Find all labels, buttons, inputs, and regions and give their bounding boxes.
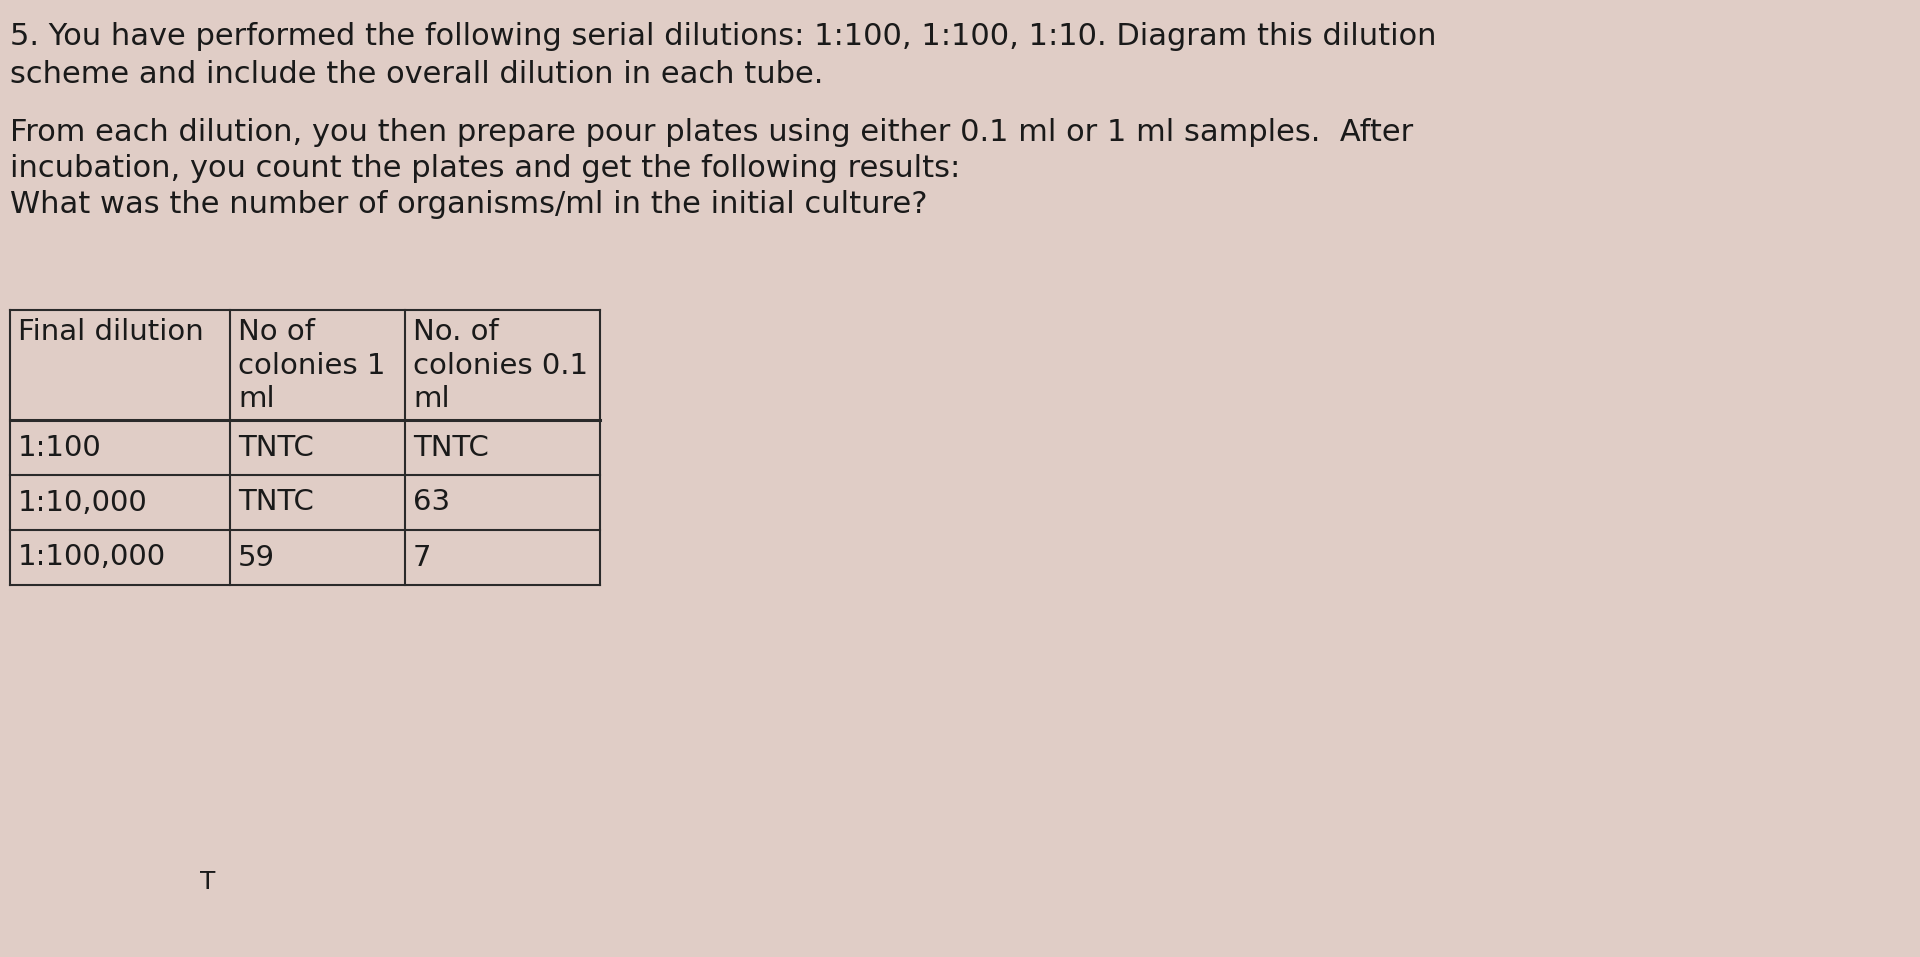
Text: incubation, you count the plates and get the following results:: incubation, you count the plates and get… [10,154,960,183]
Text: 1:10,000: 1:10,000 [17,488,148,517]
Text: TNTC: TNTC [238,488,313,517]
Text: From each dilution, you then prepare pour plates using either 0.1 ml or 1 ml sam: From each dilution, you then prepare pou… [10,118,1413,147]
Text: TNTC: TNTC [413,434,490,461]
Text: 1:100,000: 1:100,000 [17,544,167,571]
Text: Final dilution: Final dilution [17,318,204,346]
Text: What was the number of organisms/ml in the initial culture?: What was the number of organisms/ml in t… [10,190,927,219]
Text: 7: 7 [413,544,432,571]
Text: 5. You have performed the following serial dilutions: 1:100, 1:100, 1:10. Diagra: 5. You have performed the following seri… [10,22,1436,51]
Text: 59: 59 [238,544,275,571]
Text: No. of
colonies 0.1
ml: No. of colonies 0.1 ml [413,318,588,413]
Text: 63: 63 [413,488,449,517]
Text: scheme and include the overall dilution in each tube.: scheme and include the overall dilution … [10,60,824,89]
Text: No of
colonies 1
ml: No of colonies 1 ml [238,318,386,413]
Text: TNTC: TNTC [238,434,313,461]
Text: 1:100: 1:100 [17,434,102,461]
Text: T: T [200,870,215,894]
